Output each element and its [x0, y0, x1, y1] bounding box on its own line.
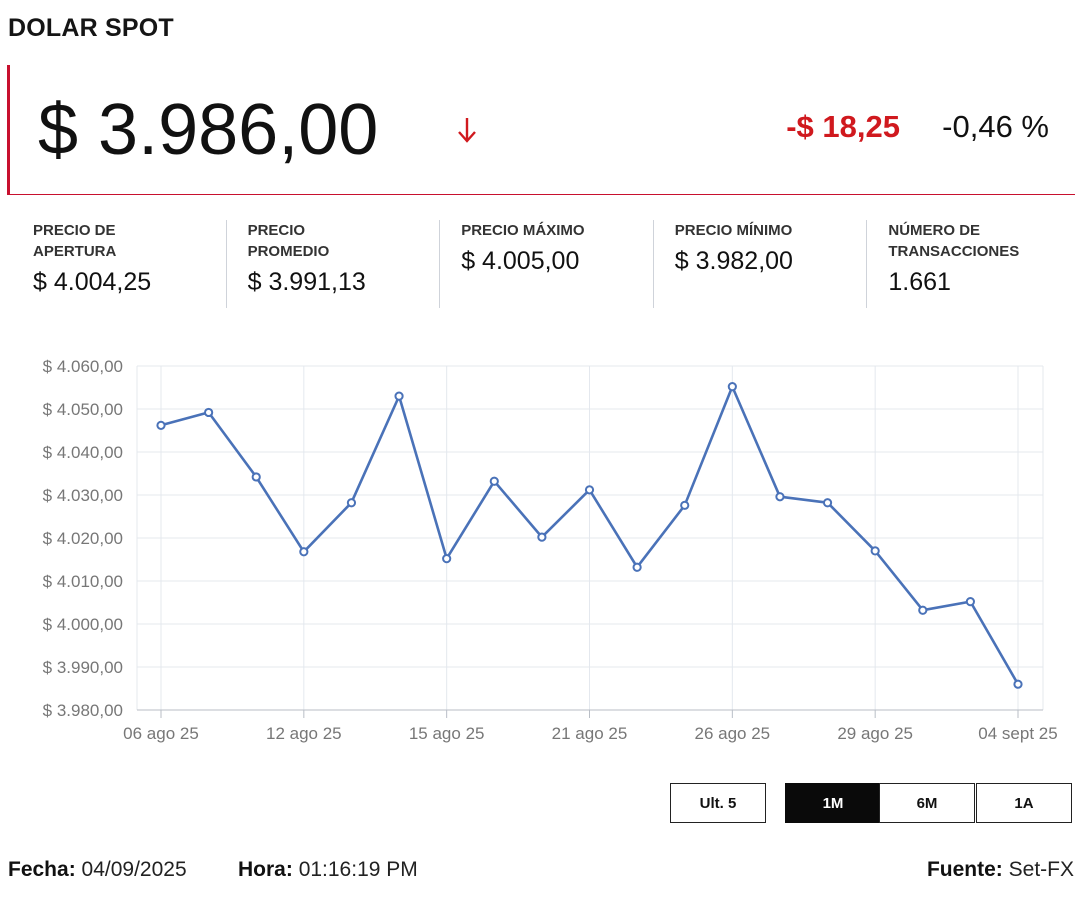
data-point [1013, 679, 1023, 689]
stats-row: PRECIO DE APERTURA $ 4.004,25 PRECIO PRO… [12, 220, 1080, 308]
y-tick-label: $ 4.020,00 [43, 529, 123, 548]
hora-label: Hora: [238, 858, 293, 881]
data-point [870, 546, 880, 556]
data-point [680, 500, 690, 510]
data-point [489, 476, 499, 486]
stat-label: NÚMERO DE TRANSACCIONES [888, 222, 1020, 260]
x-tick-label: 15 ago 25 [409, 724, 485, 743]
footer-hora: Hora: 01:16:19 PM [238, 858, 418, 882]
y-tick-label: $ 3.980,00 [43, 701, 123, 720]
x-tick-label: 06 ago 25 [123, 724, 199, 743]
price-change-percent: -0,46 % [942, 109, 1049, 144]
x-tick-label: 04 sept 25 [978, 724, 1057, 743]
stat-label: PRECIO DE APERTURA [33, 222, 117, 260]
x-tick-label: 29 ago 25 [837, 724, 913, 743]
y-tick-label: $ 4.060,00 [43, 357, 123, 376]
fuente-value: Set-FX [1008, 858, 1074, 881]
data-point [204, 407, 214, 418]
current-price: $ 3.986,00 [38, 90, 379, 170]
stat-value: $ 3.991,13 [247, 268, 366, 296]
price-line-chart: $ 3.980,00 $ 3.990,00 $ 4.000,00 $ 4.010,00… [43, 357, 1058, 743]
y-tick-label: $ 4.010,00 [43, 572, 123, 591]
fuente-label: Fuente: [926, 858, 1003, 881]
y-tick-label: $ 4.030,00 [43, 486, 123, 505]
stat-maximo: PRECIO MÁXIMO $ 4.005,00 [439, 220, 653, 308]
footer-fuente: Fuente: Set-FX [927, 858, 1074, 882]
data-point [442, 554, 452, 564]
range-button-6m[interactable]: 6M [879, 783, 975, 823]
data-point [584, 485, 595, 495]
hora-value: 01:16:19 PM [298, 858, 418, 881]
y-tick-label: $ 3.990,00 [43, 658, 123, 677]
data-point [775, 492, 785, 502]
range-selector: Ult. 5 1M 6M 1A [0, 783, 1080, 825]
data-point [394, 391, 404, 401]
page-title: DOLAR SPOT [8, 14, 174, 42]
data-point [537, 532, 547, 542]
x-tick-label: 12 ago 25 [266, 724, 342, 743]
stat-apertura: PRECIO DE APERTURA $ 4.004,25 [12, 220, 226, 308]
stat-label: PRECIO MÁXIMO [461, 222, 585, 239]
data-point [251, 472, 261, 482]
stat-value: $ 4.005,00 [461, 247, 580, 275]
data-point [632, 562, 642, 572]
range-button-ult5[interactable]: Ult. 5 [670, 783, 766, 823]
stat-label: PRECIO MÍNIMO [674, 222, 793, 239]
data-point [346, 498, 357, 508]
data-point [822, 498, 833, 508]
stat-promedio: PRECIO PROMEDIO $ 3.991,13 [225, 220, 440, 308]
price-change-absolute: -$ 18,25 [786, 109, 900, 144]
data-point [918, 605, 928, 615]
stat-value: $ 3.982,00 [674, 247, 793, 275]
x-tick-label: 26 ago 25 [695, 724, 771, 743]
range-button-1m[interactable]: 1M [785, 783, 881, 823]
stat-value: $ 4.004,25 [33, 268, 152, 296]
stat-value: 1.661 [888, 268, 951, 296]
stat-transacciones: NÚMERO DE TRANSACCIONES 1.661 [866, 220, 1080, 308]
stat-minimo: PRECIO MÍNIMO $ 3.982,00 [652, 220, 867, 308]
range-button-1a[interactable]: 1A [976, 783, 1072, 823]
y-tick-label: $ 4.050,00 [43, 400, 123, 419]
y-tick-label: $ 4.040,00 [43, 443, 123, 462]
x-tick-label: 21 ago 25 [552, 724, 628, 743]
arrow-down-icon [458, 118, 476, 143]
data-point [299, 547, 309, 557]
stat-label: PRECIO PROMEDIO [247, 222, 330, 260]
y-tick-label: $ 4.000,00 [43, 615, 123, 634]
data-point [965, 597, 975, 607]
data-point [727, 382, 737, 392]
fecha-label: Fecha: [8, 858, 76, 881]
price-panel: $ 3.986,00 -$ 18,25 -0,46 % [7, 65, 1075, 195]
fecha-value: 04/09/2025 [81, 858, 187, 881]
data-point [156, 420, 166, 430]
footer-fecha: Fecha: 04/09/2025 [8, 858, 187, 882]
